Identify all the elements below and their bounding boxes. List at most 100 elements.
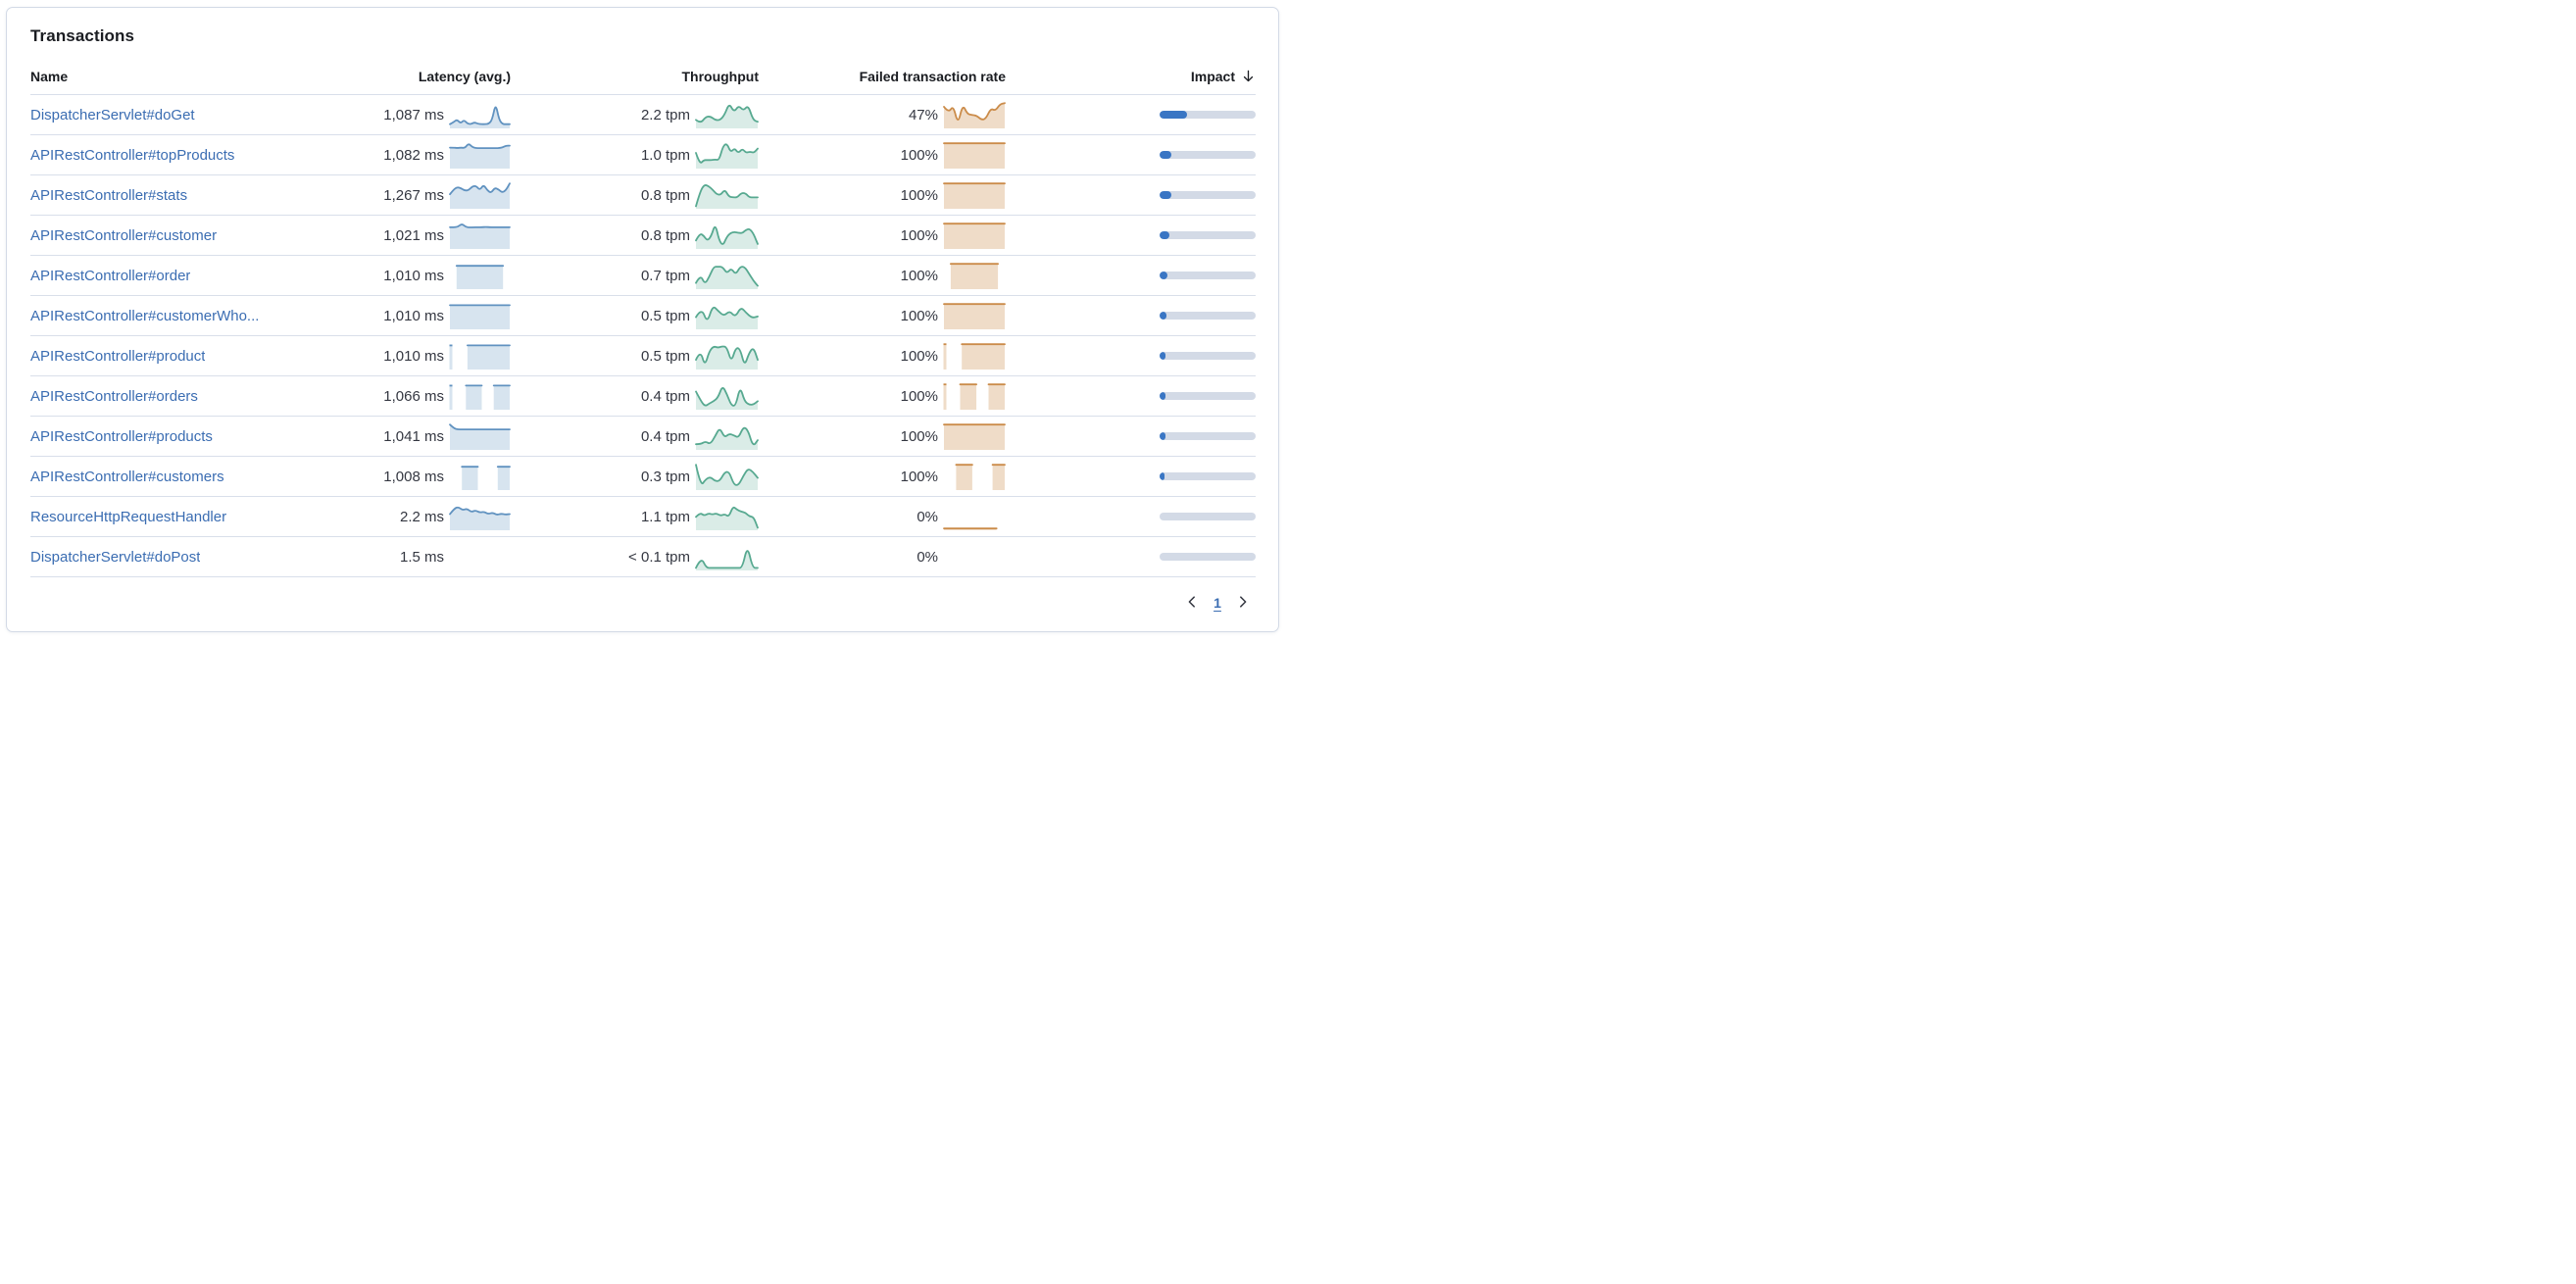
- latency-value: 2.2 ms: [399, 508, 444, 525]
- failed-rate-sparkline: [943, 422, 1006, 450]
- column-header-name[interactable]: Name: [30, 69, 357, 84]
- previous-page-button[interactable]: [1179, 590, 1205, 616]
- throughput-sparkline: [695, 506, 759, 530]
- throughput-value: 0.5 tpm: [640, 307, 690, 324]
- throughput-sparkline: [695, 225, 759, 249]
- column-header-impact[interactable]: Impact: [1006, 69, 1256, 84]
- throughput-value: 0.8 tpm: [640, 226, 690, 244]
- table-row: APIRestController#topProducts 1,082 ms 1…: [30, 135, 1256, 175]
- failed-rate-sparkline: [943, 141, 1006, 169]
- impact-bar-fill: [1160, 352, 1166, 360]
- latency-value: 1,087 ms: [383, 106, 444, 123]
- latency-value: 1,010 ms: [383, 347, 444, 365]
- throughput-sparkline: [695, 104, 759, 128]
- failed-rate-value: 100%: [900, 186, 938, 204]
- throughput-sparkline: [695, 426, 759, 450]
- page-number-button[interactable]: 1: [1205, 590, 1230, 616]
- impact-bar-track: [1160, 272, 1256, 279]
- throughput-sparkline: [695, 549, 759, 570]
- latency-sparkline: [449, 422, 511, 450]
- latency-sparkline: [449, 384, 511, 410]
- sort-descending-icon: [1241, 69, 1256, 83]
- throughput-value: 2.2 tpm: [640, 106, 690, 123]
- throughput-sparkline: [695, 265, 759, 289]
- column-header-throughput[interactable]: Throughput: [511, 69, 759, 84]
- pagination: 1: [30, 589, 1256, 617]
- impact-bar-track: [1160, 553, 1256, 561]
- column-header-latency[interactable]: Latency (avg.): [357, 69, 511, 84]
- impact-bar-track: [1160, 151, 1256, 159]
- transaction-link[interactable]: APIRestController#customerWho...: [30, 307, 260, 324]
- throughput-value: 1.1 tpm: [640, 508, 690, 525]
- impact-bar-fill: [1160, 231, 1170, 239]
- failed-rate-sparkline: [943, 222, 1006, 249]
- table-row: APIRestController#customers 1,008 ms 0.3…: [30, 457, 1256, 497]
- table-row: APIRestController#product 1,010 ms 0.5 t…: [30, 336, 1256, 376]
- failed-rate-sparkline: [943, 101, 1006, 128]
- impact-bar-track: [1160, 432, 1256, 440]
- latency-value: 1,066 ms: [383, 387, 444, 405]
- throughput-value: 0.8 tpm: [640, 186, 690, 204]
- failed-rate-value: 100%: [900, 347, 938, 365]
- failed-rate-value: 100%: [900, 267, 938, 284]
- impact-bar-track: [1160, 231, 1256, 239]
- column-header-failed-rate[interactable]: Failed transaction rate: [759, 69, 1006, 84]
- throughput-sparkline: [695, 306, 759, 329]
- latency-sparkline: [449, 106, 511, 128]
- column-header-latency-label: Latency (avg.): [418, 68, 511, 84]
- failed-rate-sparkline: [943, 181, 1006, 209]
- table-row: APIRestController#products 1,041 ms 0.4 …: [30, 417, 1256, 457]
- latency-value: 1.5 ms: [399, 548, 444, 566]
- impact-bar-fill: [1160, 191, 1171, 199]
- impact-bar-fill: [1160, 472, 1165, 480]
- throughput-sparkline: [695, 463, 759, 490]
- failed-rate-sparkline: [943, 342, 1006, 370]
- latency-value: 1,008 ms: [383, 468, 444, 485]
- transaction-link[interactable]: DispatcherServlet#doPost: [30, 548, 201, 566]
- impact-bar-fill: [1160, 312, 1166, 320]
- transaction-link[interactable]: APIRestController#customers: [30, 468, 224, 485]
- impact-bar-fill: [1160, 392, 1165, 400]
- impact-bar-fill: [1160, 432, 1165, 440]
- transaction-link[interactable]: APIRestController#topProducts: [30, 146, 235, 164]
- throughput-value: 0.3 tpm: [640, 468, 690, 485]
- table-row: APIRestController#customer 1,021 ms 0.8 …: [30, 216, 1256, 256]
- table-row: DispatcherServlet#doPost 1.5 ms < 0.1 tp…: [30, 537, 1256, 577]
- impact-bar-track: [1160, 392, 1256, 400]
- impact-bar-track: [1160, 312, 1256, 320]
- chevron-right-icon: [1236, 595, 1250, 612]
- transaction-link[interactable]: DispatcherServlet#doGet: [30, 106, 195, 123]
- impact-bar-track: [1160, 352, 1256, 360]
- chevron-left-icon: [1185, 595, 1199, 612]
- impact-bar-track: [1160, 111, 1256, 119]
- table-row: APIRestController#order 1,010 ms 0.7 tpm…: [30, 256, 1256, 296]
- latency-value: 1,010 ms: [383, 267, 444, 284]
- failed-rate-value: 100%: [900, 307, 938, 324]
- impact-bar-track: [1160, 472, 1256, 480]
- latency-value: 1,082 ms: [383, 146, 444, 164]
- column-header-impact-label: Impact: [1190, 68, 1235, 84]
- throughput-value: < 0.1 tpm: [628, 548, 690, 566]
- failed-rate-sparkline: [943, 526, 998, 530]
- transaction-link[interactable]: ResourceHttpRequestHandler: [30, 508, 227, 525]
- failed-rate-sparkline: [955, 463, 1006, 490]
- next-page-button[interactable]: [1230, 590, 1256, 616]
- latency-value: 1,010 ms: [383, 307, 444, 324]
- latency-sparkline: [449, 142, 511, 169]
- failed-rate-value: 47%: [908, 106, 938, 123]
- failed-rate-value: 100%: [900, 226, 938, 244]
- transaction-link[interactable]: APIRestController#order: [30, 267, 191, 284]
- latency-value: 1,041 ms: [383, 427, 444, 445]
- transaction-link[interactable]: APIRestController#product: [30, 347, 206, 365]
- latency-sparkline: [455, 264, 505, 289]
- column-header-throughput-label: Throughput: [681, 68, 759, 84]
- transaction-link[interactable]: APIRestController#stats: [30, 186, 188, 204]
- transaction-link[interactable]: APIRestController#orders: [30, 387, 198, 405]
- transaction-link[interactable]: APIRestController#customer: [30, 226, 218, 244]
- impact-bar-track: [1160, 191, 1256, 199]
- transaction-link[interactable]: APIRestController#products: [30, 427, 213, 445]
- failed-rate-value: 100%: [900, 427, 938, 445]
- latency-sparkline: [449, 222, 511, 249]
- failed-rate-value: 0%: [916, 548, 938, 566]
- throughput-sparkline: [695, 386, 759, 410]
